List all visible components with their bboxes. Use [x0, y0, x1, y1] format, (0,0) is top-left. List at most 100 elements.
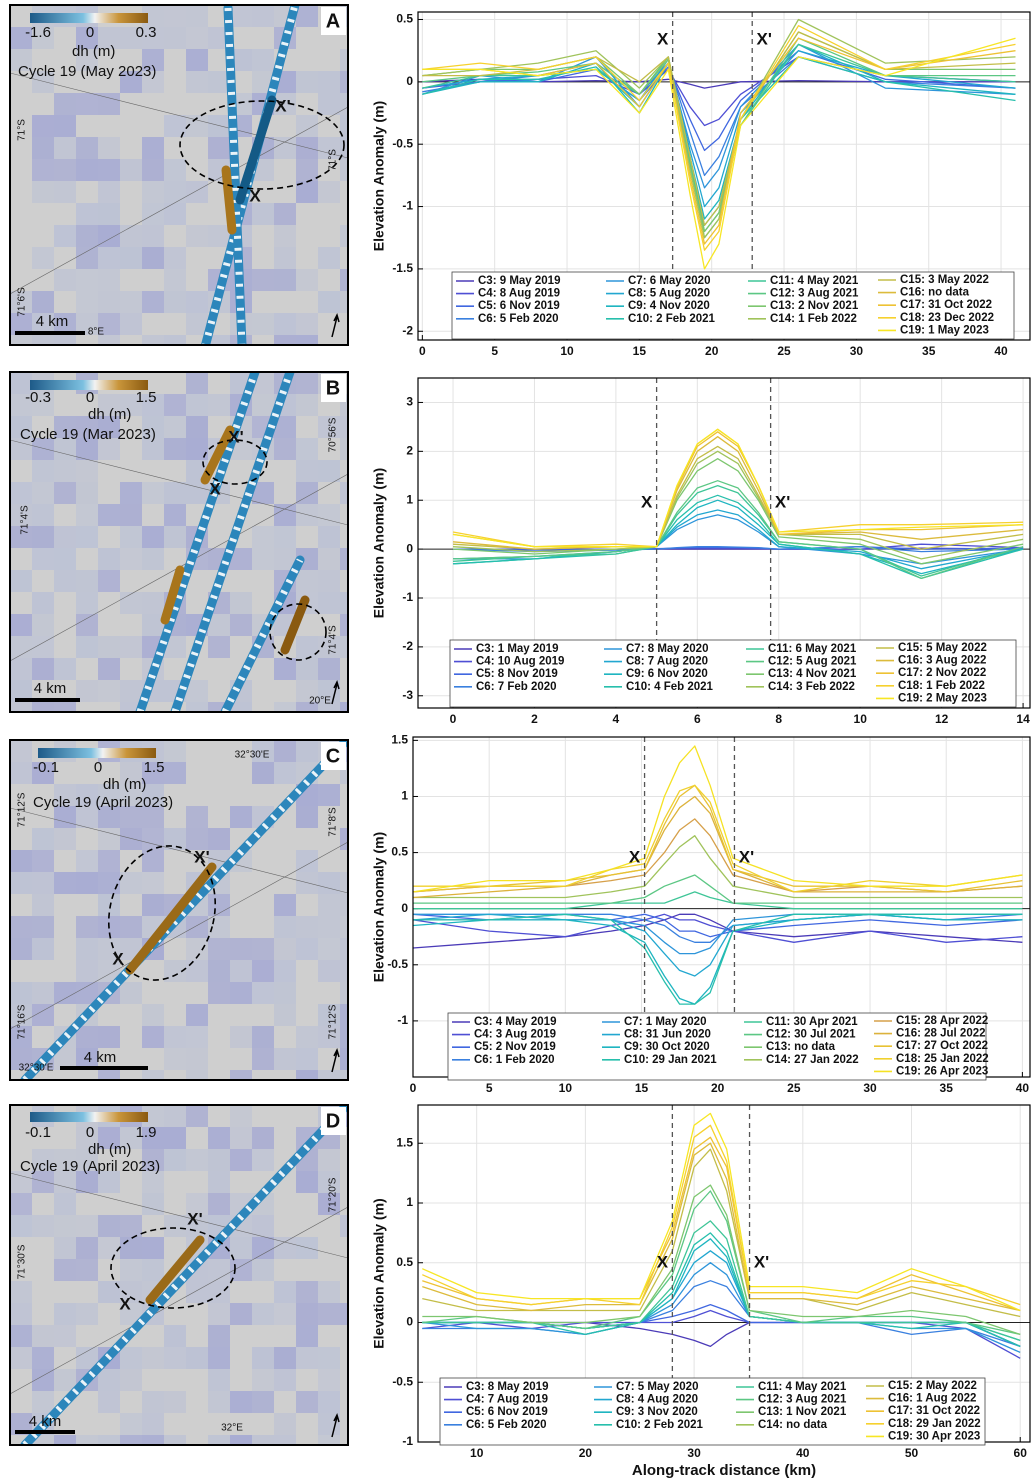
map-pixel [10, 1193, 32, 1215]
map-pixel [274, 762, 296, 784]
map-pixel [252, 982, 274, 1004]
map-pixel [274, 1303, 296, 1325]
map-pixel [208, 115, 230, 137]
map-pixel [10, 1303, 32, 1325]
map-pixel [32, 916, 54, 938]
series-line [422, 1112, 1021, 1312]
map-pixel [318, 1171, 340, 1193]
map-pixel [10, 526, 32, 548]
legend-label: C6: 1 Feb 2020 [474, 1054, 555, 1066]
map-pixel [252, 938, 274, 960]
x-tick-label: 35 [940, 1081, 954, 1095]
map-pixel [340, 225, 348, 247]
map-pixel [98, 27, 120, 49]
colorbar-tick-label: -0.3 [25, 389, 51, 406]
map-pixel [142, 1435, 164, 1445]
map-pixel [296, 460, 318, 482]
series-line [422, 1124, 1021, 1306]
map-pixel [252, 269, 274, 291]
map-pixel [32, 137, 54, 159]
colorbar-tick-label: -0.1 [25, 1124, 51, 1141]
map-pixel [142, 614, 164, 636]
track-segment [145, 1235, 205, 1305]
map-pixel [164, 1026, 186, 1048]
map-pixel [230, 1105, 252, 1127]
x-tick-label: 10 [470, 1446, 484, 1460]
map-pixel [252, 1259, 274, 1281]
legend-label: C12: 5 Aug 2021 [768, 656, 857, 668]
map-pixel [340, 828, 348, 850]
x-tick-label: 10 [559, 1081, 573, 1095]
map-pixel [32, 394, 54, 416]
panel-label: A [326, 10, 340, 32]
map-pixel [186, 1105, 208, 1127]
map-pixel [296, 137, 318, 159]
legend-label: C9: 30 Oct 2020 [624, 1041, 710, 1053]
map-pixel [76, 680, 98, 702]
map-pixel [252, 740, 274, 762]
map-pixel [296, 1325, 318, 1347]
map-pixel [76, 570, 98, 592]
map-pixel [340, 159, 348, 181]
map-pixel [32, 482, 54, 504]
map-pixel [340, 1303, 348, 1325]
map-pixel [340, 636, 348, 658]
map-pixel [296, 313, 318, 335]
legend-label: C14: 1 Feb 2022 [770, 313, 857, 325]
map-pixel [32, 1325, 54, 1347]
map-pixel [296, 1070, 318, 1080]
map-pixel [274, 938, 296, 960]
map-pixel [318, 1149, 340, 1171]
map-pixel [296, 5, 318, 27]
map-pixel [230, 1149, 252, 1171]
map-pixel [10, 372, 32, 394]
legend-label: C14: 27 Jan 2022 [766, 1054, 859, 1066]
map-pixel [120, 1127, 142, 1149]
map-pixel [186, 960, 208, 982]
map-pixel [274, 1435, 296, 1445]
map-pixel [98, 1435, 120, 1445]
map-pixel [186, 938, 208, 960]
map-pixel [54, 1237, 76, 1259]
map-pixel [164, 828, 186, 850]
map-pixel [54, 784, 76, 806]
map-pixel [54, 548, 76, 570]
map-pixel [142, 872, 164, 894]
x-tick-label: 20 [579, 1446, 593, 1460]
map-pixel [54, 526, 76, 548]
legend-label: C19: 30 Apr 2023 [888, 1430, 980, 1442]
map-pixel [186, 416, 208, 438]
map-pixel [230, 806, 252, 828]
map-pixel [318, 1070, 340, 1080]
map-pixel [318, 702, 340, 712]
map-pixel [76, 1259, 98, 1281]
legend-label: C19: 1 May 2023 [900, 324, 989, 336]
map-pixel [10, 291, 32, 313]
map-pixel [296, 335, 318, 345]
map-pixel [76, 482, 98, 504]
colorbar-tick-label: -0.1 [33, 759, 59, 776]
track [135, 372, 260, 712]
map-pixel [296, 1048, 318, 1070]
scale-label: 4 km [29, 1413, 62, 1430]
x-tick-label: 30 [687, 1446, 701, 1460]
map-pixel [340, 482, 348, 504]
map-pixel [10, 740, 32, 762]
map-pixel [186, 1149, 208, 1171]
map-pixel [186, 27, 208, 49]
map-pixel [120, 548, 142, 570]
map-pixel [76, 784, 98, 806]
map-pixel [54, 1215, 76, 1237]
map-pixel [54, 1171, 76, 1193]
map-pixel [98, 960, 120, 982]
y-axis-label: Elevation Anomaly (m) [371, 468, 387, 618]
map-pixel [98, 394, 120, 416]
y-tick-label: 1 [401, 789, 408, 803]
map-pixel [76, 1149, 98, 1171]
legend-label: C7: 8 May 2020 [626, 643, 708, 655]
map-pixel [98, 291, 120, 313]
map-frame [9, 4, 349, 346]
legend-label: C11: 6 May 2021 [768, 643, 857, 655]
map-pixel [142, 1237, 164, 1259]
map-panel: D -0.1 0 1.9 dh (m)Cycle 19 (April 2023) 4 km… [9, 1104, 349, 1446]
